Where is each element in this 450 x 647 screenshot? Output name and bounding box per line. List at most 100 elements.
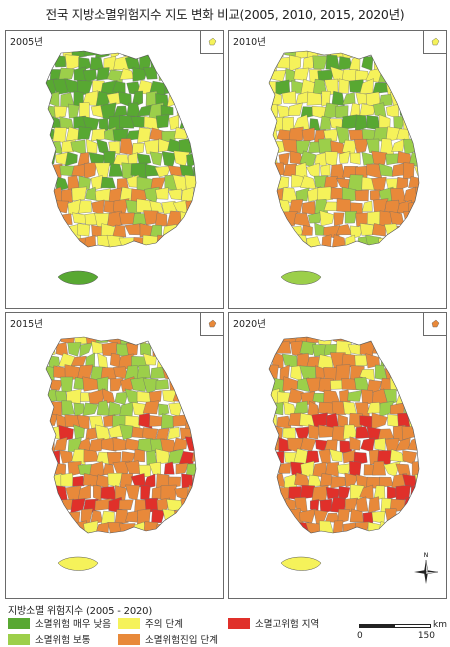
region-cell <box>79 342 93 357</box>
region-cell <box>288 126 304 144</box>
region-cell <box>307 51 319 58</box>
region-cell <box>269 364 279 381</box>
region-cell <box>119 401 134 418</box>
region-cell <box>186 54 196 71</box>
region-cell <box>308 141 320 154</box>
region-cell <box>325 486 341 500</box>
region-cell <box>331 234 347 247</box>
region-cell <box>396 56 413 69</box>
region-cell <box>349 535 362 545</box>
region-cell <box>132 142 145 155</box>
legend-item: 소멸위험 보통 <box>8 632 90 646</box>
region-cell <box>190 213 196 224</box>
region-cell <box>109 378 124 392</box>
region-cell <box>46 364 55 381</box>
region-cell <box>278 224 292 240</box>
region-cell <box>186 484 196 498</box>
region-cell <box>355 51 370 58</box>
region-cell <box>72 475 85 487</box>
region-cell <box>154 212 168 227</box>
region-cell <box>188 390 196 402</box>
region-cell <box>408 224 419 237</box>
panel-year-label: 2005년 <box>10 37 43 48</box>
region-cell <box>200 389 212 404</box>
region-cell <box>301 201 316 215</box>
region-cell <box>385 58 401 69</box>
region-cell <box>374 438 386 451</box>
region-cell <box>409 341 419 357</box>
region-cell <box>269 246 280 247</box>
region-cell <box>109 51 121 59</box>
region-cell <box>414 474 419 488</box>
region-cell <box>133 448 145 463</box>
region-cell <box>162 224 177 240</box>
region-cell <box>58 521 76 533</box>
region-cell <box>149 535 162 548</box>
region-cell <box>272 234 286 247</box>
region-cell <box>180 401 194 414</box>
region-cell <box>190 68 196 81</box>
region-cell <box>300 246 314 247</box>
region-cell <box>349 246 364 247</box>
panel-year-label: 2020년 <box>233 319 266 330</box>
region-cell <box>132 67 148 82</box>
region-cell <box>359 103 376 117</box>
region-cell <box>381 51 394 60</box>
region-cell <box>78 200 92 214</box>
region-cell <box>423 413 432 427</box>
region-cell <box>283 163 297 177</box>
region-cell <box>338 486 351 502</box>
korea-map <box>45 50 213 285</box>
legend-item: 주의 단계 <box>118 616 183 630</box>
region-cell <box>155 187 169 200</box>
region-cell <box>349 225 364 239</box>
region-cell <box>190 425 196 439</box>
region-cell <box>269 484 278 502</box>
region-cell <box>64 532 78 533</box>
region-cell <box>347 174 364 192</box>
region-cell <box>91 199 105 216</box>
region-cell <box>77 152 90 167</box>
region-cell <box>315 536 325 549</box>
region-cell <box>359 340 376 356</box>
region-cell <box>192 521 196 533</box>
region-cell <box>420 201 437 215</box>
region-cell <box>410 509 419 525</box>
region-cell <box>61 400 75 416</box>
region-cell <box>164 461 175 475</box>
region-cell <box>69 251 81 262</box>
region-cell <box>321 234 332 247</box>
region-cell <box>95 188 112 201</box>
region-cell <box>77 126 92 140</box>
region-cell <box>172 366 190 379</box>
region-cell <box>275 340 292 354</box>
region-cell <box>401 51 418 59</box>
legend-item: 소멸위험진입 단계 <box>118 632 218 646</box>
region-cell <box>178 451 194 466</box>
region-cell <box>413 354 419 368</box>
region-cell <box>412 247 422 262</box>
region-cell <box>49 235 64 247</box>
region-cell <box>378 67 395 83</box>
region-cell <box>420 55 435 71</box>
region-cell <box>308 424 321 440</box>
region-cell <box>354 189 369 202</box>
region-cell <box>396 340 413 354</box>
region-cell <box>278 535 290 549</box>
region-cell <box>184 102 196 119</box>
region-cell <box>186 247 199 262</box>
region-cell <box>299 508 317 524</box>
region-cell <box>143 521 159 533</box>
region-cell <box>179 355 192 370</box>
region-cell <box>54 250 68 260</box>
region-cell <box>197 106 213 119</box>
region-cell <box>390 521 405 533</box>
region-cell <box>306 91 322 106</box>
legend-title: 지방소멸 위험지수 (2005 - 2020) <box>8 606 153 617</box>
region-cell <box>185 463 196 477</box>
region-cell <box>330 476 346 489</box>
region-cell <box>166 499 184 512</box>
jeju-island <box>280 556 322 571</box>
region-cell <box>112 460 130 476</box>
region-cell <box>269 199 280 216</box>
